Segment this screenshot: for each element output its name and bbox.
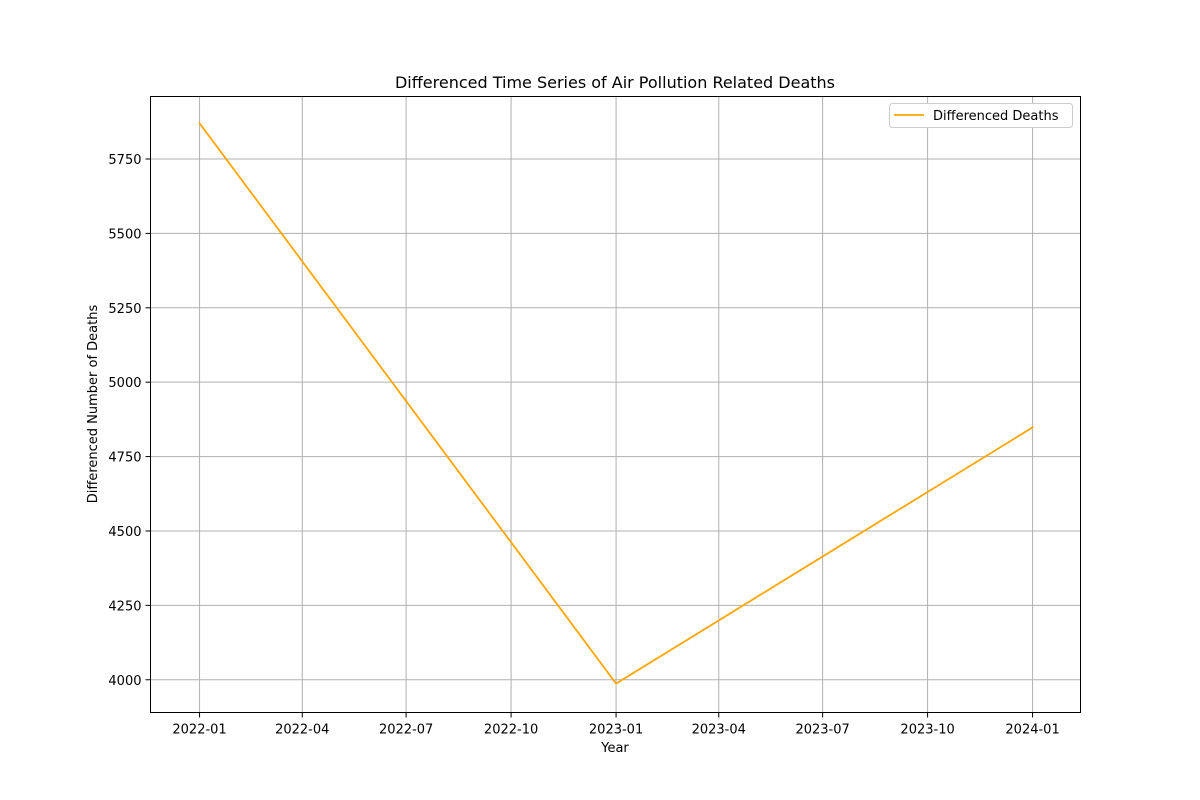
legend-label-differenced-deaths: Differenced Deaths [933, 109, 1059, 124]
x-tick-label: 2022-01 [172, 723, 226, 738]
x-axis-label: Year [600, 741, 629, 756]
y-tick-label: 4000 [108, 674, 141, 689]
y-tick-label: 5750 [108, 153, 141, 168]
x-tick-label: 2023-04 [692, 723, 746, 738]
legend-box [889, 103, 1073, 128]
y-tick-label: 4500 [108, 525, 141, 540]
plot-area-frame [150, 96, 1081, 713]
legend: Differenced Deaths [889, 103, 1073, 128]
y-axis: 4000 4250 4500 4750 5000 5250 5500 5750 [108, 153, 151, 689]
y-tick-label: 4750 [108, 451, 141, 466]
x-tick-label: 2022-04 [275, 723, 329, 738]
series-line-differenced-deaths [198, 122, 1034, 685]
x-axis: 2022-01 2022-04 2022-07 2022-10 2023-01 2023-… [172, 712, 1060, 738]
y-tick-label: 5500 [108, 227, 141, 242]
grid [150, 96, 1081, 713]
y-tick-label: 5250 [108, 302, 141, 317]
chart-title: Differenced Time Series of Air Pollution… [395, 73, 835, 92]
y-tick-label: 4250 [108, 599, 141, 614]
y-tick-label: 5000 [108, 376, 141, 391]
x-tick-label: 2023-10 [900, 723, 954, 738]
x-tick-label: 2024-01 [1005, 723, 1059, 738]
x-tick-label: 2023-07 [795, 723, 849, 738]
y-axis-label: Differenced Number of Deaths [86, 305, 101, 504]
series-layer [198, 122, 1034, 685]
x-tick-label: 2022-10 [484, 723, 538, 738]
x-tick-label: 2022-07 [379, 723, 433, 738]
x-tick-label: 2023-01 [589, 723, 643, 738]
